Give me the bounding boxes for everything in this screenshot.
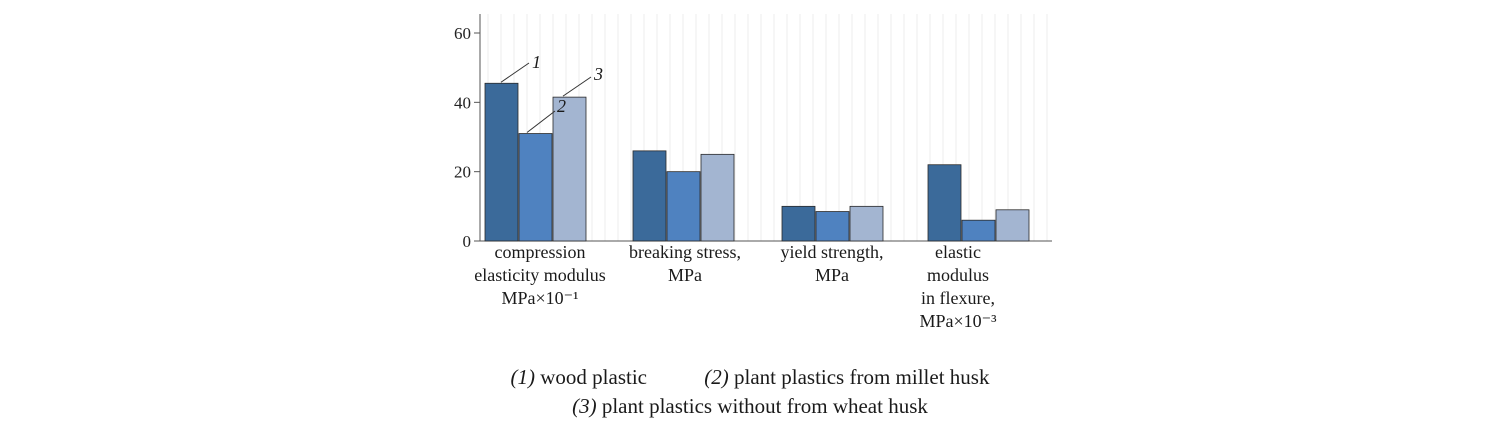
category-label: elasticity modulus	[474, 265, 605, 285]
series-callout-line	[562, 76, 592, 97]
bar	[700, 153, 735, 242]
category-label: MPa×10⁻¹	[501, 288, 578, 308]
y-tick-label: 20	[454, 163, 471, 182]
bar	[849, 205, 884, 242]
category-label: MPa×10⁻³	[919, 311, 997, 331]
category-label: yield strength,	[781, 242, 884, 262]
bar	[632, 150, 667, 242]
bar	[552, 96, 587, 242]
legend-row-1: (1) wood plastic (2) plant plastics from…	[0, 365, 1500, 390]
y-tick-label: 40	[454, 93, 471, 112]
category-label: elastic	[935, 242, 981, 262]
series-callout-line	[500, 62, 530, 83]
y-tick-label: 60	[454, 24, 471, 43]
category-label: MPa	[815, 265, 849, 285]
bar	[518, 133, 553, 242]
category-label: in flexure,	[921, 288, 995, 308]
bar-chart: 0 20 40 60 compression elasticity modulus MPa×…	[454, 14, 1052, 331]
y-tick-label: 0	[463, 232, 472, 251]
legend-item-3: (3) plant plastics without from wheat hu…	[572, 394, 928, 418]
legend-item-2: (2) plant plastics from millet husk	[704, 365, 990, 389]
category-label: modulus	[927, 265, 989, 285]
bar	[927, 164, 962, 242]
category-label: compression	[495, 242, 586, 262]
legend-item-1: (1) wood plastic	[510, 365, 647, 389]
series-callout-label: 3	[593, 64, 603, 84]
category-label: MPa	[668, 265, 702, 285]
category-label: breaking stress,	[629, 242, 741, 262]
bar	[995, 209, 1030, 242]
series-callout-line	[526, 110, 556, 133]
series-callout-label: 2	[557, 96, 566, 116]
legend-row-2: (3) plant plastics without from wheat hu…	[0, 394, 1500, 419]
bar	[961, 219, 996, 242]
bar	[666, 171, 701, 242]
bar	[781, 205, 816, 242]
bar	[815, 211, 850, 242]
series-callout-label: 1	[532, 52, 541, 72]
bar	[484, 82, 519, 242]
